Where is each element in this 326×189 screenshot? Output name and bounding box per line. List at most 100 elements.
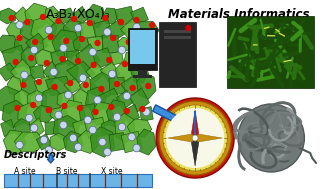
Polygon shape xyxy=(131,7,148,25)
Polygon shape xyxy=(14,36,31,52)
Polygon shape xyxy=(2,45,27,71)
FancyArrow shape xyxy=(153,105,193,129)
Circle shape xyxy=(87,20,92,26)
Polygon shape xyxy=(0,8,16,24)
Polygon shape xyxy=(61,100,86,128)
Circle shape xyxy=(109,105,114,109)
Polygon shape xyxy=(33,105,54,122)
Circle shape xyxy=(138,60,143,64)
Circle shape xyxy=(50,68,57,76)
Polygon shape xyxy=(121,131,142,153)
Polygon shape xyxy=(86,62,105,82)
Circle shape xyxy=(74,24,82,32)
Text: B site: B site xyxy=(56,167,77,176)
Circle shape xyxy=(52,84,57,90)
Polygon shape xyxy=(67,51,80,65)
Circle shape xyxy=(40,15,45,19)
Polygon shape xyxy=(102,35,118,53)
Circle shape xyxy=(17,36,22,40)
Circle shape xyxy=(133,23,140,31)
Polygon shape xyxy=(127,34,152,54)
Circle shape xyxy=(78,105,82,111)
Polygon shape xyxy=(20,19,38,41)
Polygon shape xyxy=(42,87,62,113)
Circle shape xyxy=(35,94,43,102)
Bar xyxy=(164,30,191,33)
Circle shape xyxy=(16,21,23,29)
Circle shape xyxy=(123,92,130,100)
Circle shape xyxy=(103,15,108,20)
Polygon shape xyxy=(54,60,79,84)
Polygon shape xyxy=(115,113,135,143)
Polygon shape xyxy=(50,133,67,151)
Circle shape xyxy=(45,26,52,34)
Polygon shape xyxy=(130,88,149,112)
Polygon shape xyxy=(191,138,199,166)
FancyArrow shape xyxy=(47,155,54,163)
Polygon shape xyxy=(72,6,89,26)
Circle shape xyxy=(186,26,191,30)
Circle shape xyxy=(118,123,126,131)
Polygon shape xyxy=(0,63,18,81)
Circle shape xyxy=(69,134,77,142)
Polygon shape xyxy=(73,36,89,51)
Polygon shape xyxy=(138,49,155,67)
Circle shape xyxy=(44,60,49,66)
Bar xyxy=(227,16,314,88)
Polygon shape xyxy=(1,119,15,137)
Polygon shape xyxy=(100,62,120,82)
Circle shape xyxy=(37,80,41,84)
Polygon shape xyxy=(124,50,139,66)
Polygon shape xyxy=(0,35,19,53)
Circle shape xyxy=(111,36,116,40)
Circle shape xyxy=(13,60,18,64)
Bar xyxy=(138,70,147,75)
Circle shape xyxy=(159,101,231,175)
Polygon shape xyxy=(121,19,143,41)
Bar xyxy=(130,30,155,64)
Circle shape xyxy=(21,71,28,79)
Circle shape xyxy=(115,81,120,87)
Polygon shape xyxy=(25,3,49,29)
Circle shape xyxy=(107,57,112,63)
Bar xyxy=(164,36,191,39)
Circle shape xyxy=(156,98,234,178)
Polygon shape xyxy=(10,59,35,85)
Circle shape xyxy=(76,59,81,64)
Circle shape xyxy=(29,56,34,60)
Bar xyxy=(159,22,196,87)
Polygon shape xyxy=(195,134,222,142)
Circle shape xyxy=(142,37,147,43)
Polygon shape xyxy=(134,21,159,39)
Circle shape xyxy=(15,105,20,111)
Polygon shape xyxy=(64,79,82,94)
Circle shape xyxy=(238,104,304,172)
Polygon shape xyxy=(130,61,148,83)
Polygon shape xyxy=(92,102,113,126)
Polygon shape xyxy=(31,16,57,44)
Circle shape xyxy=(126,40,131,44)
Polygon shape xyxy=(21,47,37,69)
Polygon shape xyxy=(14,132,44,152)
Circle shape xyxy=(104,148,111,156)
Polygon shape xyxy=(121,76,143,96)
Polygon shape xyxy=(140,107,153,121)
Polygon shape xyxy=(67,61,95,83)
Circle shape xyxy=(134,18,139,22)
Polygon shape xyxy=(0,86,21,114)
Polygon shape xyxy=(137,129,156,155)
Polygon shape xyxy=(63,19,83,41)
Circle shape xyxy=(72,16,77,22)
Circle shape xyxy=(125,108,129,114)
Polygon shape xyxy=(98,88,123,112)
Polygon shape xyxy=(45,121,59,135)
Polygon shape xyxy=(52,30,81,58)
Circle shape xyxy=(30,124,38,132)
Polygon shape xyxy=(14,119,30,137)
Polygon shape xyxy=(2,100,27,128)
Bar xyxy=(2,12,154,160)
Circle shape xyxy=(25,19,30,25)
Polygon shape xyxy=(115,62,134,82)
Polygon shape xyxy=(90,72,115,100)
Polygon shape xyxy=(116,90,133,110)
